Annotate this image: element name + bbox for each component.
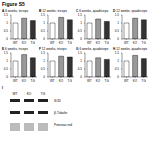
html-text:B 12 weeks, triceps: B 12 weeks, triceps <box>39 9 67 13</box>
svg-text:1: 1 <box>8 59 9 63</box>
svg-text:TG: TG <box>41 92 46 96</box>
html-text:D 12 weeks, quadriceps: D 12 weeks, quadriceps <box>113 9 147 13</box>
svg-text:0.5: 0.5 <box>8 29 9 33</box>
svg-text:1.5: 1.5 <box>115 13 120 17</box>
svg-text:1: 1 <box>117 59 119 63</box>
html-text:F 12 weeks, triceps: F 12 weeks, triceps <box>39 47 67 51</box>
svg-text:WT: WT <box>124 41 129 44</box>
svg-text:1.5: 1.5 <box>115 51 120 55</box>
svg-text:TG: TG <box>142 79 143 82</box>
svg-text:KO: KO <box>133 41 138 44</box>
svg-text:β-Tubulin: β-Tubulin <box>54 111 67 115</box>
svg-text:1.5: 1.5 <box>8 13 9 17</box>
html-text:G 6 weeks, quadriceps: G 6 weeks, quadriceps <box>76 47 109 51</box>
svg-text:WT: WT <box>87 41 92 44</box>
svg-text:1.5: 1.5 <box>41 51 46 55</box>
svg-text:0: 0 <box>43 37 45 41</box>
svg-text:0: 0 <box>43 75 45 79</box>
svg-text:0.5: 0.5 <box>41 67 46 71</box>
svg-text:KO: KO <box>59 41 64 44</box>
svg-text:0: 0 <box>80 37 82 41</box>
svg-text:0.5: 0.5 <box>115 67 120 71</box>
html-text:I: I <box>2 86 3 90</box>
svg-text:1: 1 <box>43 59 45 63</box>
svg-text:1: 1 <box>43 21 45 25</box>
svg-text:1.5: 1.5 <box>8 51 9 55</box>
svg-text:0: 0 <box>8 37 9 41</box>
svg-text:TG: TG <box>68 79 73 82</box>
svg-text:1: 1 <box>80 21 82 25</box>
svg-text:1.5: 1.5 <box>78 13 83 17</box>
svg-text:0.5: 0.5 <box>78 67 83 71</box>
svg-text:KO: KO <box>22 41 27 44</box>
svg-text:0: 0 <box>8 75 9 79</box>
svg-text:WT: WT <box>13 79 18 82</box>
svg-text:TG: TG <box>31 79 36 82</box>
svg-text:1: 1 <box>80 59 82 63</box>
svg-text:0: 0 <box>80 75 82 79</box>
svg-text:TG: TG <box>105 41 110 44</box>
svg-text:KO: KO <box>59 79 64 82</box>
svg-text:KO: KO <box>22 79 27 82</box>
svg-text:0.5: 0.5 <box>8 67 9 71</box>
svg-text:Ponceau red: Ponceau red <box>54 123 72 127</box>
svg-text:0.5: 0.5 <box>78 29 83 33</box>
svg-text:KO: KO <box>96 79 101 82</box>
svg-text:TG: TG <box>31 41 36 44</box>
svg-text:KO: KO <box>133 79 138 82</box>
svg-text:1.5: 1.5 <box>78 51 83 55</box>
svg-text:KO: KO <box>27 92 32 96</box>
html-text:E 6 weeks, triceps: E 6 weeks, triceps <box>2 47 28 51</box>
svg-text:0.5: 0.5 <box>41 29 46 33</box>
svg-text:WT: WT <box>13 41 18 44</box>
svg-text:0.5: 0.5 <box>115 29 120 33</box>
html-text:C 6 weeks, quadriceps: C 6 weeks, quadriceps <box>76 9 109 13</box>
svg-text:0: 0 <box>117 37 119 41</box>
svg-text:TG: TG <box>68 41 73 44</box>
svg-text:1: 1 <box>117 21 119 25</box>
svg-text:0: 0 <box>117 75 119 79</box>
svg-text:TG: TG <box>142 41 143 44</box>
svg-text:WT: WT <box>13 92 18 96</box>
html-text:A 6 weeks, triceps: A 6 weeks, triceps <box>2 9 29 13</box>
svg-text:1: 1 <box>8 21 9 25</box>
svg-text:WT: WT <box>87 79 92 82</box>
svg-text:KO: KO <box>96 41 101 44</box>
html-text:H 12 weeks, quadriceps: H 12 weeks, quadriceps <box>113 47 147 51</box>
html-text:Figure S5: Figure S5 <box>2 1 25 7</box>
svg-text:1.5: 1.5 <box>41 13 46 17</box>
svg-text:TG: TG <box>105 79 110 82</box>
svg-text:WT: WT <box>50 41 55 44</box>
svg-text:WT: WT <box>50 79 55 82</box>
svg-text:WT: WT <box>124 79 129 82</box>
svg-text:SOD: SOD <box>54 99 62 103</box>
